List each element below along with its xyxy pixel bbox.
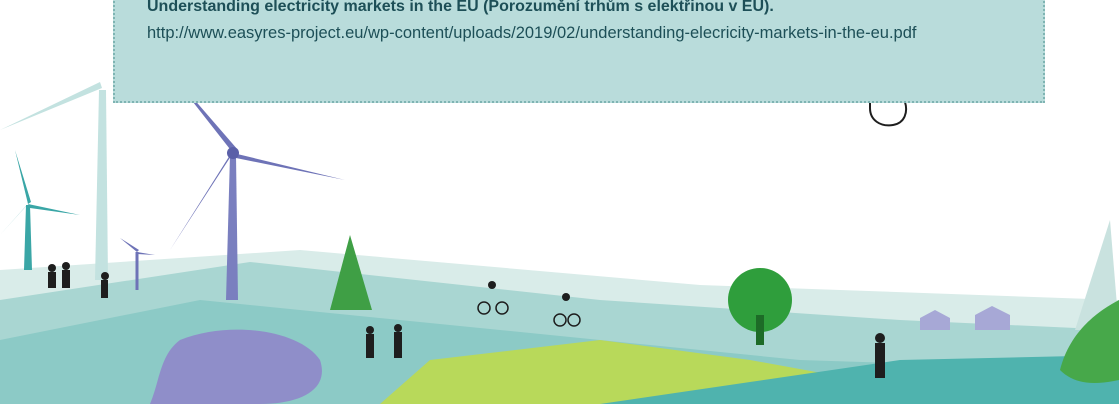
turbine-tower bbox=[226, 155, 238, 300]
info-title: Understanding electricity markets in the… bbox=[147, 0, 774, 16]
info-link[interactable]: http://www.easyres-project.eu/wp-content… bbox=[147, 22, 977, 45]
turbine-blade bbox=[170, 153, 233, 250]
turbine-blade bbox=[120, 238, 139, 252]
turbine-blade bbox=[137, 252, 155, 255]
turbine-hub bbox=[227, 147, 239, 159]
turbine-blade bbox=[233, 153, 345, 180]
turbine-tower bbox=[24, 205, 32, 270]
turbine-blade bbox=[15, 150, 31, 204]
turbine-blade bbox=[0, 82, 102, 130]
turbine-blade bbox=[28, 204, 80, 215]
turbine-blade bbox=[0, 204, 28, 235]
page: {"box": {"title": "Understanding electri… bbox=[0, 0, 1119, 404]
tree-trunk bbox=[756, 315, 764, 345]
info-box: Understanding electricity markets in the… bbox=[113, 0, 1045, 103]
turbine-tower bbox=[95, 90, 108, 280]
